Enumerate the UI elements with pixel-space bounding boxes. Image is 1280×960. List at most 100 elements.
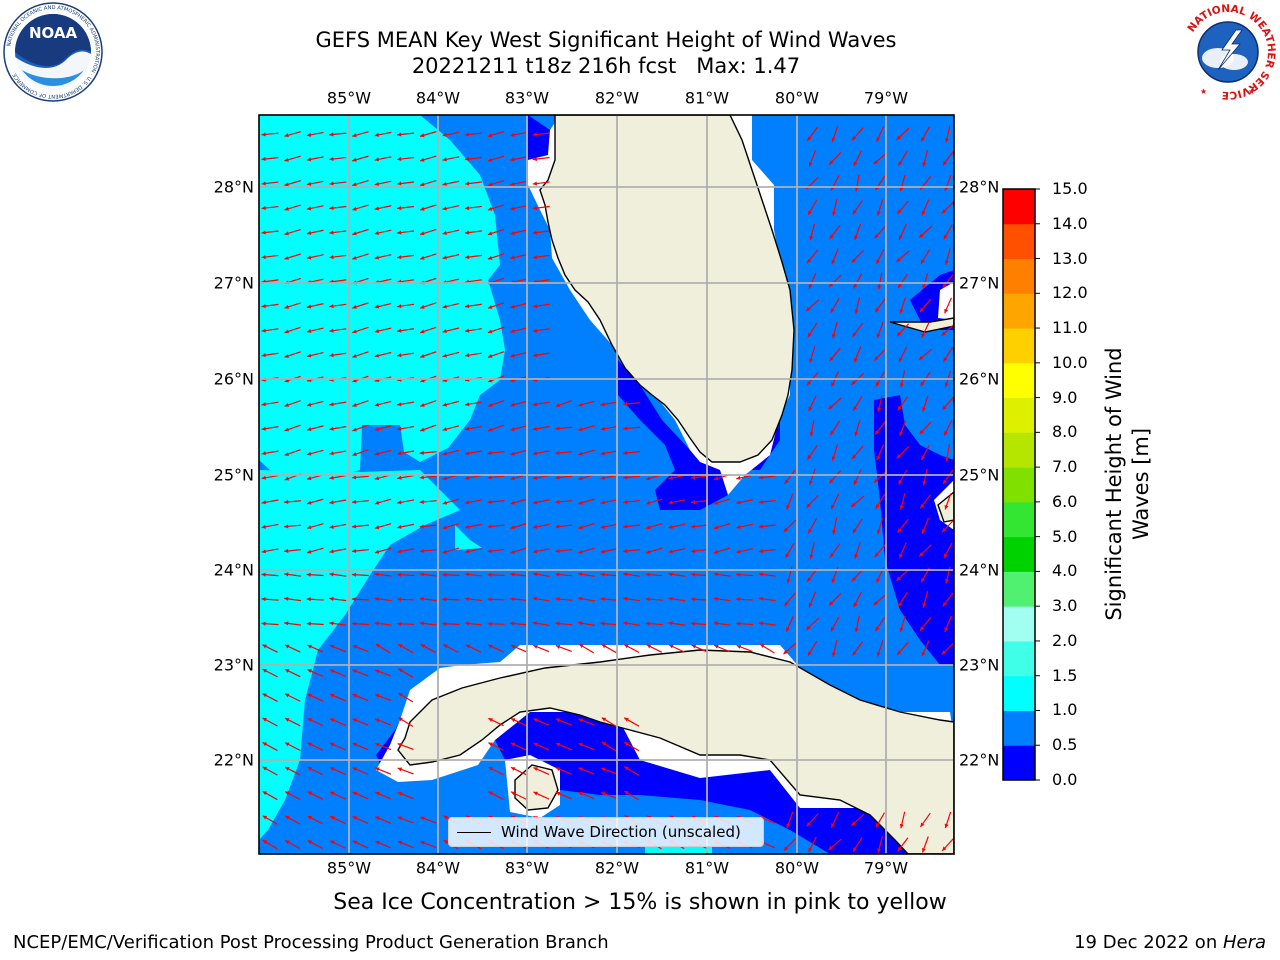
- wave-direction-arrowhead: [487, 329, 493, 334]
- wave-direction-arrowhead: [261, 304, 266, 309]
- wave-direction-arrowhead: [736, 549, 741, 554]
- wave-direction-arrowhead: [918, 355, 924, 360]
- wave-direction-arrowhead: [284, 353, 289, 358]
- wave-direction-arrowhead: [374, 596, 379, 601]
- wave-direction-arrowhead: [442, 572, 447, 577]
- wave-direction-arrowhead: [532, 230, 538, 235]
- wave-direction-arrowhead: [646, 476, 651, 481]
- wave-direction-arrowhead: [306, 451, 312, 456]
- wave-direction-arrowhead: [623, 450, 628, 455]
- colorbar-tick-label: 3.0: [1052, 596, 1078, 616]
- wave-direction-arrowhead: [690, 475, 696, 480]
- wave-direction-arrowhead: [876, 333, 881, 338]
- svg-text:NOAA: NOAA: [29, 24, 78, 42]
- wave-direction-arrowhead: [808, 210, 812, 215]
- wave-direction-arrowhead: [853, 602, 858, 608]
- wave-direction-arrowhead: [397, 304, 402, 309]
- wave-direction-arrowhead: [307, 840, 313, 845]
- wave-direction-arrowhead: [374, 304, 380, 309]
- wave-direction-arrowhead: [578, 525, 583, 530]
- wave-direction-arrowhead: [532, 426, 538, 431]
- colorbar-tick-label: 1.5: [1052, 665, 1078, 685]
- wave-direction-arrowhead: [374, 353, 380, 358]
- wave-direction-arrowhead: [419, 499, 424, 504]
- wave-direction-arrowhead: [464, 304, 470, 309]
- wave-direction-arrowhead: [487, 255, 493, 260]
- wave-direction-arrowhead: [533, 742, 538, 747]
- wave-direction-arrowhead: [329, 524, 334, 529]
- wave-direction-arrowhead: [306, 621, 311, 626]
- wave-direction-arrowhead: [262, 815, 268, 820]
- wave-direction-arrowhead: [854, 554, 859, 559]
- wave-direction-arrowhead: [873, 478, 879, 483]
- wave-direction-arrowhead: [306, 157, 312, 162]
- wave-direction-arrowhead: [668, 475, 673, 480]
- wave-direction-arrowhead: [533, 791, 538, 796]
- wave-direction-arrowhead: [646, 500, 651, 505]
- wave-direction-arrowhead: [941, 650, 947, 655]
- wave-direction-arrowhead: [284, 231, 289, 236]
- wave-direction-arrowhead: [329, 205, 334, 211]
- wave-direction-arrowhead: [420, 427, 425, 432]
- lat-label-right: 26°N: [959, 369, 1000, 389]
- wave-direction-arrowhead: [488, 791, 493, 796]
- wave-direction-arrowhead: [578, 549, 583, 554]
- wave-direction-arrowhead: [875, 822, 880, 828]
- wave-direction-arrowhead: [690, 549, 696, 554]
- colorbar-segment: [1003, 467, 1035, 503]
- wave-direction-arrowhead: [351, 548, 357, 554]
- wave-direction-arrowhead: [919, 233, 924, 238]
- wave-direction-arrowhead: [261, 230, 266, 235]
- wave-direction-arrowhead: [854, 627, 859, 633]
- wave-direction-arrowhead: [443, 815, 448, 820]
- wave-direction-arrowhead: [943, 357, 948, 362]
- wave-direction-arrowhead: [943, 234, 948, 240]
- wave-direction-arrowhead: [532, 549, 538, 554]
- wave-direction-arrowhead: [284, 693, 290, 698]
- lon-label-bottom: 79°W: [863, 858, 909, 878]
- wave-direction-arrowhead: [487, 354, 493, 358]
- wave-direction-arrowhead: [465, 353, 470, 358]
- wave-direction-arrowhead: [487, 182, 493, 187]
- wave-direction-arrowhead: [854, 187, 859, 192]
- wave-direction-arrowhead: [330, 718, 335, 723]
- wave-direction-arrowhead: [668, 549, 673, 554]
- wave-direction-arrowhead: [329, 644, 335, 649]
- wave-direction-arrowhead: [307, 549, 312, 554]
- wave-direction-arrowhead: [600, 524, 606, 529]
- wave-direction-arrowhead: [261, 132, 266, 137]
- wave-direction-arrowhead: [713, 549, 719, 554]
- wave-direction-arrowhead: [784, 601, 789, 607]
- wave-direction-arrowhead: [261, 451, 266, 456]
- wave-direction-arrowhead: [306, 329, 312, 334]
- wave-direction-arrowhead: [510, 500, 515, 505]
- wave-direction-arrowhead: [668, 500, 673, 505]
- wave-direction-arrowhead: [876, 137, 881, 142]
- wave-direction-arrowhead: [352, 157, 357, 162]
- wave-direction-arrowhead: [442, 181, 447, 186]
- wave-direction-arrowhead: [919, 552, 924, 557]
- wave-direction-arrowhead: [601, 792, 606, 796]
- wave-direction-arrowhead: [809, 554, 814, 559]
- wave-direction-arrowhead: [690, 621, 696, 626]
- wave-direction-arrowhead: [397, 621, 402, 626]
- wave-direction-arrowhead: [397, 791, 403, 796]
- wave-direction-arrowhead: [624, 791, 629, 795]
- wave-direction-arrowhead: [352, 182, 357, 187]
- wave-direction-arrowhead: [578, 596, 583, 601]
- wave-direction-arrowhead: [555, 645, 561, 649]
- wave-direction-arrowhead: [374, 181, 380, 186]
- wave-direction-arrowhead: [375, 718, 380, 723]
- wave-direction-arrowhead: [807, 136, 812, 141]
- wave-direction-arrowhead: [284, 133, 289, 138]
- wave-direction-arrowhead: [307, 644, 312, 649]
- lat-label-right: 24°N: [959, 560, 1000, 580]
- wave-direction-arrowhead: [829, 478, 834, 484]
- wave-direction-arrowhead: [464, 132, 470, 137]
- wave-direction-arrowhead: [284, 596, 289, 601]
- wave-direction-arrowhead: [352, 742, 358, 747]
- wave-direction-arrowhead: [921, 577, 925, 583]
- wave-direction-arrowhead: [851, 502, 856, 508]
- wave-direction-arrowhead: [874, 233, 879, 239]
- chart-subtitle-run: 20221211 t18z 216h fcst Max: 1.47: [411, 54, 801, 78]
